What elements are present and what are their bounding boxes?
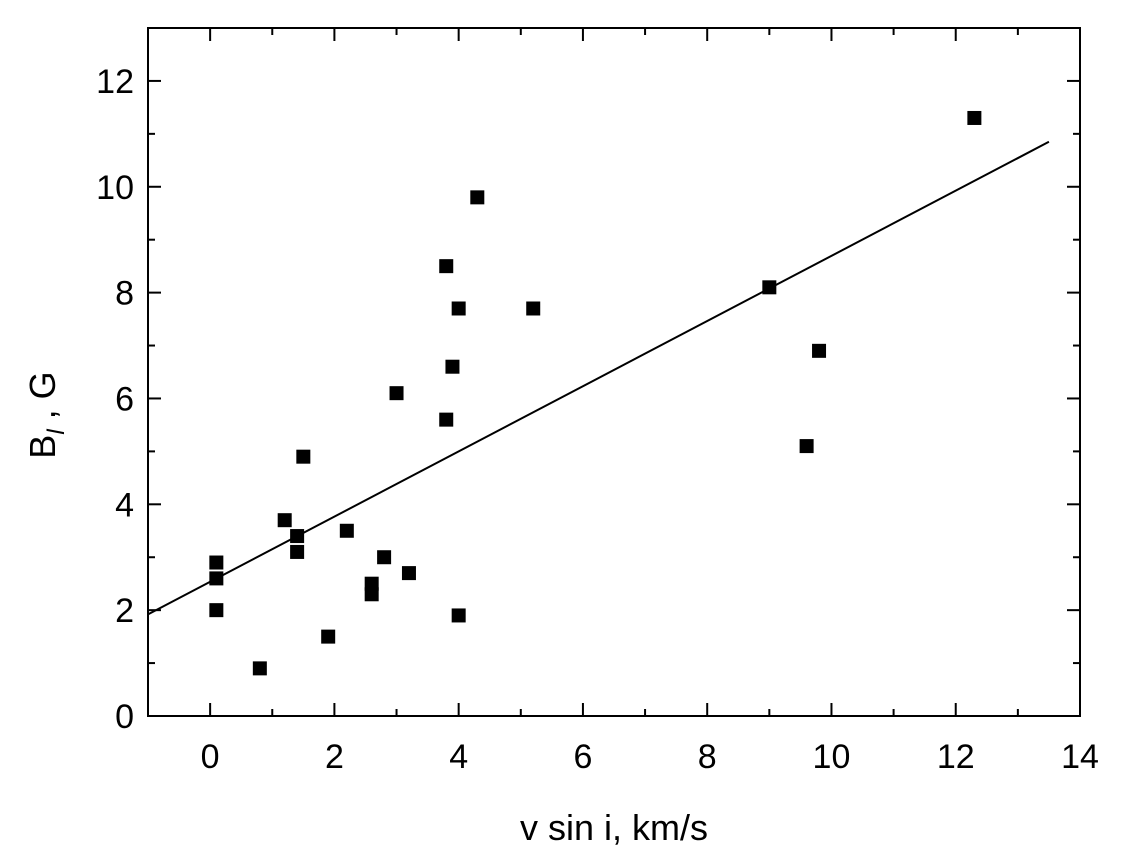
x-tick-label: 14 bbox=[1061, 738, 1099, 776]
data-points bbox=[209, 110, 982, 676]
data-point bbox=[290, 529, 305, 544]
data-point bbox=[439, 412, 454, 427]
x-tick-label: 2 bbox=[325, 738, 344, 776]
data-point bbox=[377, 550, 392, 565]
x-tick-label: 4 bbox=[449, 738, 468, 776]
y-tick-label: 6 bbox=[115, 380, 134, 418]
data-point bbox=[439, 259, 454, 274]
data-point bbox=[799, 439, 814, 454]
x-tick-label: 12 bbox=[937, 738, 975, 776]
y-tick-label: 2 bbox=[115, 592, 134, 630]
x-tick-label: 0 bbox=[201, 738, 220, 776]
y-axis-title-subscript: l bbox=[43, 429, 70, 435]
y-tick-label: 10 bbox=[96, 169, 134, 207]
data-point bbox=[209, 603, 224, 618]
major-ticks bbox=[148, 28, 1081, 717]
data-point bbox=[389, 386, 404, 401]
data-point bbox=[209, 555, 224, 570]
y-tick-label: 8 bbox=[115, 275, 134, 313]
data-point bbox=[967, 110, 982, 125]
data-point bbox=[321, 629, 336, 644]
y-tick-labels: 0 2 4 6 8 10 12 bbox=[96, 63, 134, 736]
data-point bbox=[451, 608, 466, 623]
data-point bbox=[209, 571, 224, 586]
data-point bbox=[526, 301, 541, 316]
x-axis-title: v sin i, km/s bbox=[520, 807, 708, 848]
x-tick-label: 10 bbox=[813, 738, 851, 776]
data-point bbox=[445, 359, 460, 374]
fit-line bbox=[147, 140, 1050, 616]
minor-ticks bbox=[147, 27, 1080, 716]
data-point bbox=[812, 343, 827, 358]
y-axis-title-main: B bbox=[22, 435, 63, 459]
data-point bbox=[296, 449, 311, 464]
data-point bbox=[277, 513, 292, 528]
y-tick-label: 0 bbox=[115, 698, 134, 736]
x-tick-label: 6 bbox=[573, 738, 592, 776]
x-tick-label: 8 bbox=[698, 738, 717, 776]
data-point bbox=[252, 661, 267, 676]
x-tick-labels: 0 2 4 6 8 10 12 14 bbox=[201, 738, 1099, 776]
plot-frame bbox=[147, 27, 1081, 717]
data-point bbox=[451, 301, 466, 316]
y-axis-title: Bl , G bbox=[22, 371, 70, 458]
y-tick-label: 4 bbox=[115, 486, 134, 524]
data-point bbox=[290, 544, 305, 559]
data-point bbox=[470, 190, 485, 205]
data-point bbox=[364, 587, 379, 602]
data-point bbox=[401, 566, 416, 581]
y-axis-title-rest: , G bbox=[22, 371, 63, 429]
y-tick-label: 12 bbox=[96, 63, 134, 101]
data-point bbox=[339, 523, 354, 538]
data-point bbox=[762, 280, 777, 295]
data-point bbox=[364, 576, 379, 591]
